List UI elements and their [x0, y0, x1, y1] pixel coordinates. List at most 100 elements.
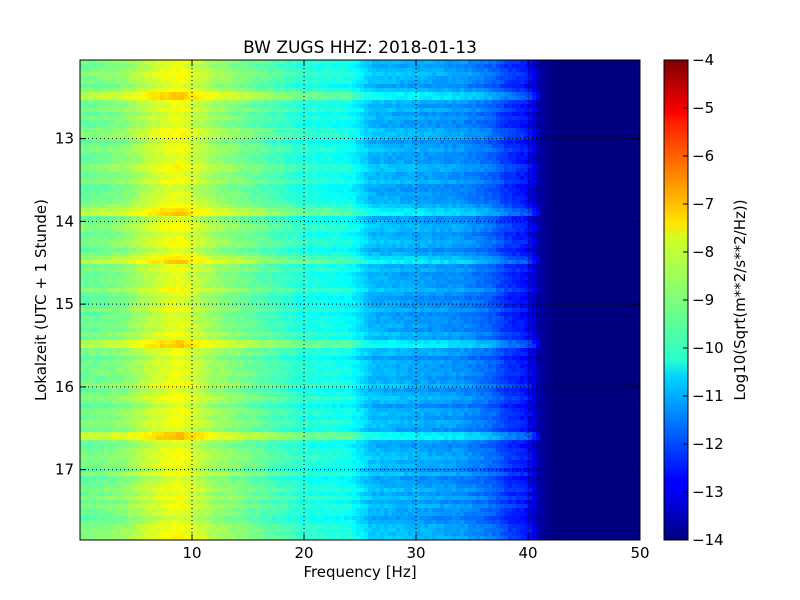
heatmap-cell: [632, 60, 637, 65]
heatmap-cell: [176, 132, 181, 137]
heatmap-cell: [172, 156, 177, 161]
heatmap-cell: [184, 60, 189, 65]
heatmap-cell: [420, 176, 425, 181]
heatmap-cell: [608, 184, 613, 189]
heatmap-cell: [388, 72, 393, 77]
heatmap-cell: [580, 72, 585, 77]
heatmap-cell: [448, 152, 453, 157]
heatmap-cell: [300, 116, 305, 121]
heatmap-cell: [84, 172, 89, 177]
heatmap-cell: [124, 116, 129, 121]
heatmap-cell: [116, 72, 121, 77]
heatmap-cell: [568, 180, 573, 185]
heatmap-cell: [364, 92, 369, 97]
heatmap-cell: [408, 80, 413, 85]
heatmap-cell: [248, 200, 253, 205]
heatmap-cell: [340, 160, 345, 165]
heatmap-cell: [368, 108, 373, 113]
heatmap-cell: [180, 112, 185, 117]
heatmap-cell: [404, 92, 409, 97]
heatmap-cell: [420, 152, 425, 157]
heatmap-cell: [524, 152, 529, 157]
heatmap-cell: [140, 176, 145, 181]
heatmap-cell: [532, 80, 537, 85]
heatmap-cell: [536, 144, 541, 149]
heatmap-cell: [80, 144, 85, 149]
heatmap-cell: [140, 160, 145, 165]
heatmap-cell: [576, 120, 581, 125]
heatmap-cell: [204, 200, 209, 205]
heatmap-cell: [232, 200, 237, 205]
heatmap-cell: [304, 84, 309, 89]
heatmap-cell: [104, 192, 109, 197]
heatmap-cell: [332, 128, 337, 133]
heatmap-cell: [612, 140, 617, 145]
heatmap-cell: [188, 60, 193, 65]
heatmap-cell: [108, 72, 113, 77]
heatmap-cell: [132, 84, 137, 89]
heatmap-cell: [556, 124, 561, 129]
heatmap-cell: [244, 68, 249, 73]
heatmap-cell: [80, 60, 85, 65]
heatmap-cell: [332, 176, 337, 181]
heatmap-cell: [568, 164, 573, 169]
heatmap-cell: [148, 156, 153, 161]
heatmap-cell: [464, 132, 469, 137]
heatmap-cell: [376, 92, 381, 97]
heatmap-cell: [100, 196, 105, 201]
heatmap-cell: [496, 100, 501, 105]
heatmap-cell: [220, 152, 225, 157]
heatmap-cell: [460, 96, 465, 101]
heatmap-cell: [444, 172, 449, 177]
heatmap-cell: [188, 76, 193, 81]
heatmap-cell: [576, 88, 581, 93]
heatmap-cell: [552, 120, 557, 125]
heatmap-cell: [568, 112, 573, 117]
heatmap-cell: [516, 160, 521, 165]
heatmap-cell: [124, 64, 129, 69]
heatmap-cell: [616, 116, 621, 121]
heatmap-cell: [248, 92, 253, 97]
heatmap-cell: [152, 152, 157, 157]
heatmap-cell: [404, 148, 409, 153]
heatmap-cell: [308, 112, 313, 117]
heatmap-cell: [160, 148, 165, 153]
heatmap-cell: [272, 184, 277, 189]
heatmap-cell: [124, 156, 129, 161]
heatmap-cell: [536, 160, 541, 165]
heatmap-cell: [256, 184, 261, 189]
heatmap-cell: [516, 68, 521, 73]
heatmap-cell: [528, 148, 533, 153]
heatmap-cell: [524, 136, 529, 141]
heatmap-cell: [304, 180, 309, 185]
heatmap-cell: [124, 200, 129, 205]
heatmap-cell: [548, 156, 553, 161]
heatmap-cell: [272, 80, 277, 85]
heatmap-cell: [252, 184, 257, 189]
heatmap-cell: [440, 108, 445, 113]
heatmap-cell: [612, 128, 617, 133]
heatmap-cell: [264, 112, 269, 117]
heatmap-cell: [556, 188, 561, 193]
heatmap-cell: [604, 72, 609, 77]
heatmap-cell: [396, 124, 401, 129]
heatmap-cell: [132, 156, 137, 161]
heatmap-cell: [296, 60, 301, 65]
heatmap-cell: [220, 136, 225, 141]
heatmap-cell: [184, 132, 189, 137]
heatmap-cell: [348, 92, 353, 97]
heatmap-cell: [500, 172, 505, 177]
heatmap-cell: [612, 76, 617, 81]
heatmap-cell: [120, 164, 125, 169]
heatmap-cell: [544, 92, 549, 97]
heatmap-cell: [396, 144, 401, 149]
heatmap-cell: [520, 88, 525, 93]
heatmap-cell: [148, 96, 153, 101]
heatmap-cell: [96, 108, 101, 113]
heatmap-cell: [448, 156, 453, 161]
heatmap-cell: [428, 88, 433, 93]
heatmap-cell: [564, 148, 569, 153]
heatmap-cell: [340, 88, 345, 93]
heatmap-cell: [360, 104, 365, 109]
heatmap-cell: [340, 184, 345, 189]
